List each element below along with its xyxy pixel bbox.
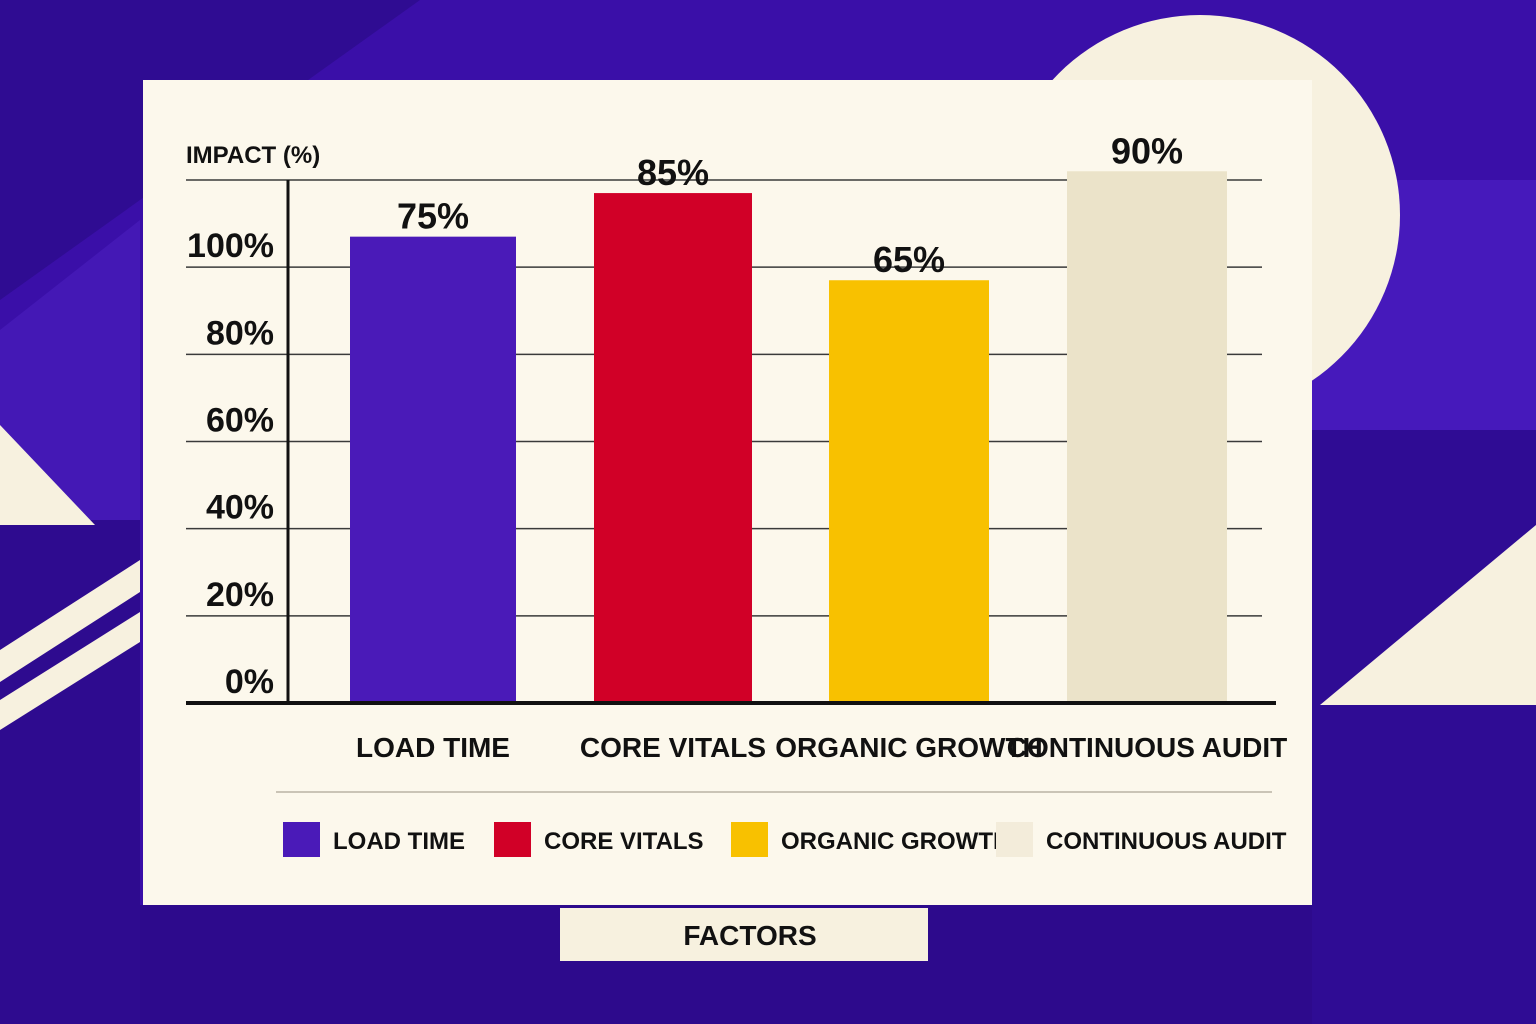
value-label: 90% bbox=[1111, 130, 1183, 171]
category-labels: LOAD TIME CORE VITALS ORGANIC GROWTHCONTIN… bbox=[356, 732, 1287, 763]
y-tick-label: 80% bbox=[206, 314, 274, 352]
category-label: LOAD TIME bbox=[356, 732, 510, 763]
y-tick-label: 0% bbox=[225, 663, 274, 701]
value-label: 75% bbox=[397, 196, 469, 237]
legend-label: CONTINUOUS AUDIT bbox=[1046, 828, 1287, 855]
legend-label: CORE VITALS bbox=[544, 828, 704, 855]
legend-swatch bbox=[996, 822, 1033, 857]
legend-label: LOAD TIME bbox=[333, 828, 465, 855]
y-axis-label: IMPACT (%) bbox=[186, 142, 320, 169]
value-label: 65% bbox=[873, 239, 945, 280]
y-tick-label: 40% bbox=[206, 489, 274, 527]
legend-swatch bbox=[494, 822, 531, 857]
bar bbox=[350, 236, 516, 704]
value-labels: 75% 85% 65% 90% bbox=[397, 130, 1183, 280]
x-axis-label-box bbox=[560, 908, 928, 961]
legend: LOAD TIME CORE VITALS ORGANIC GROWTH CONTIN… bbox=[283, 822, 1287, 857]
x-axis-label: FACTORS bbox=[683, 920, 816, 951]
legend-swatch bbox=[731, 822, 768, 857]
legend-label: ORGANIC GROWTH bbox=[781, 828, 1010, 855]
bar bbox=[829, 280, 989, 703]
bar bbox=[594, 193, 752, 703]
value-label: 85% bbox=[637, 152, 709, 193]
y-tick-label: 100% bbox=[187, 227, 274, 265]
category-label: ORGANIC GROWTH bbox=[775, 732, 1043, 763]
legend-swatch bbox=[283, 822, 320, 857]
y-tick-label: 20% bbox=[206, 576, 274, 614]
category-label: CORE VITALS bbox=[580, 732, 766, 763]
bars bbox=[350, 171, 1227, 704]
y-tick-labels: 0% 20% 40% 60% 80% 100% bbox=[187, 227, 274, 701]
y-tick-label: 60% bbox=[206, 402, 274, 440]
category-label: CONTINUOUS AUDIT bbox=[1007, 732, 1288, 763]
bar bbox=[1067, 171, 1227, 704]
